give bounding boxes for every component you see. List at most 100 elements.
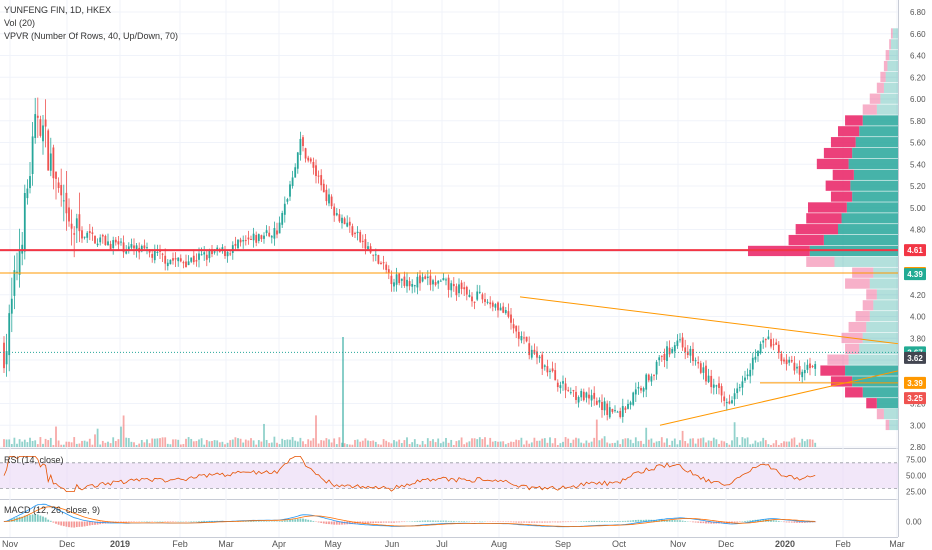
macd-histogram-bar: [122, 521, 125, 523]
macd-histogram-bar: [354, 521, 356, 524]
macd-histogram-bar: [83, 521, 86, 527]
volume-bar: [153, 438, 156, 447]
candle-body: [757, 350, 759, 357]
candle-body: [296, 152, 299, 169]
volume-bar: [814, 442, 817, 447]
candle-body: [322, 183, 325, 193]
volume-bar: [166, 443, 169, 447]
candle-body: [104, 235, 107, 246]
volume-bar: [582, 443, 585, 447]
macd-histogram-bar: [286, 520, 289, 522]
volume-bar: [195, 441, 198, 447]
vpvr-up-bar: [887, 60, 898, 72]
volume-bar: [234, 437, 237, 447]
candle-body: [320, 175, 323, 186]
candle-body: [86, 232, 89, 238]
macd-histogram-bar: [517, 521, 520, 523]
macd-histogram-bar: [312, 520, 315, 522]
candle-body: [624, 407, 627, 410]
price-label: 3.39: [904, 376, 926, 389]
volume-bar: [684, 441, 687, 447]
candle-body: [759, 343, 762, 354]
candle-body: [231, 245, 234, 253]
volume-bar: [718, 443, 720, 447]
price-label-bg: [904, 392, 926, 405]
candle-body: [283, 203, 286, 215]
macd-histogram-bar: [611, 521, 614, 522]
vpvr-down-bar: [845, 278, 870, 289]
x-tick-label: Jul: [436, 539, 448, 549]
macd-histogram-bar: [442, 520, 445, 522]
volume-bar: [637, 441, 640, 447]
volume-bar: [83, 440, 86, 447]
volume-bar: [174, 439, 177, 447]
candle-body: [151, 254, 154, 258]
volume-bar: [172, 439, 174, 447]
macd-histogram-bar: [205, 520, 208, 522]
volume-bar: [796, 444, 798, 447]
volume-bar: [109, 443, 112, 447]
price-label-bg: [904, 376, 926, 389]
candle-body: [619, 411, 622, 418]
volume-bar: [208, 441, 211, 447]
price-label: 3.62: [904, 351, 926, 364]
volume-bar: [387, 442, 390, 447]
vpvr-up-bar: [866, 321, 898, 333]
volume-bar: [520, 437, 523, 447]
candle-body: [70, 223, 73, 229]
candle-body: [650, 376, 653, 382]
vpvr-up-bar: [876, 289, 898, 300]
candle-body: [302, 137, 304, 147]
volume-bar: [78, 443, 81, 447]
volume-bar: [720, 440, 723, 447]
candle-body: [341, 217, 343, 224]
macd-histogram-bar: [65, 521, 68, 527]
macd-histogram-bar: [351, 521, 354, 525]
candle-body: [788, 359, 791, 363]
volume-bar: [299, 437, 302, 447]
candle-body: [91, 232, 94, 234]
candle-body: [770, 339, 772, 347]
candle-body: [775, 342, 778, 345]
candle-body: [161, 253, 164, 255]
volume-bar: [156, 438, 159, 447]
volume-bar: [263, 423, 265, 447]
volume-bar: [333, 438, 336, 447]
x-tick-label: 2019: [110, 539, 130, 549]
macd-histogram-bar: [377, 521, 380, 523]
macd-histogram-bar: [413, 521, 416, 522]
macd-histogram-bar: [369, 521, 372, 524]
x-tick-label: Feb: [835, 539, 851, 549]
rsi-line: [3, 455, 816, 493]
candle-body: [419, 275, 421, 284]
volume-bar: [135, 444, 138, 447]
volume-bar: [242, 442, 245, 447]
volume-bar: [619, 444, 622, 447]
candle-body: [780, 353, 783, 362]
volume-bar: [707, 440, 710, 447]
volume-bar: [621, 439, 624, 447]
y-tick-label: 4.20: [910, 291, 926, 300]
volume-bar: [359, 441, 362, 447]
candle-body: [429, 275, 432, 285]
macd-histogram-bar: [564, 521, 567, 523]
volume-bar: [390, 443, 393, 447]
volume-bar: [757, 442, 759, 447]
macd-histogram-bar: [705, 521, 707, 524]
macd-histogram-bar: [593, 520, 596, 522]
x-tick-label: Dec: [59, 539, 76, 549]
macd-histogram-bar: [400, 521, 403, 523]
candle-body: [398, 273, 401, 284]
candle-body: [668, 347, 671, 355]
candle-body: [192, 255, 195, 263]
volume-bar: [507, 442, 510, 447]
volume-bar: [161, 437, 164, 447]
macd-histogram-bar: [49, 520, 52, 522]
volume-bar: [653, 442, 655, 447]
candle-body: [476, 291, 479, 300]
candle-body: [590, 395, 593, 401]
candle-body: [208, 250, 211, 259]
macd-histogram-bar: [455, 521, 458, 522]
volume-bar: [673, 438, 676, 447]
